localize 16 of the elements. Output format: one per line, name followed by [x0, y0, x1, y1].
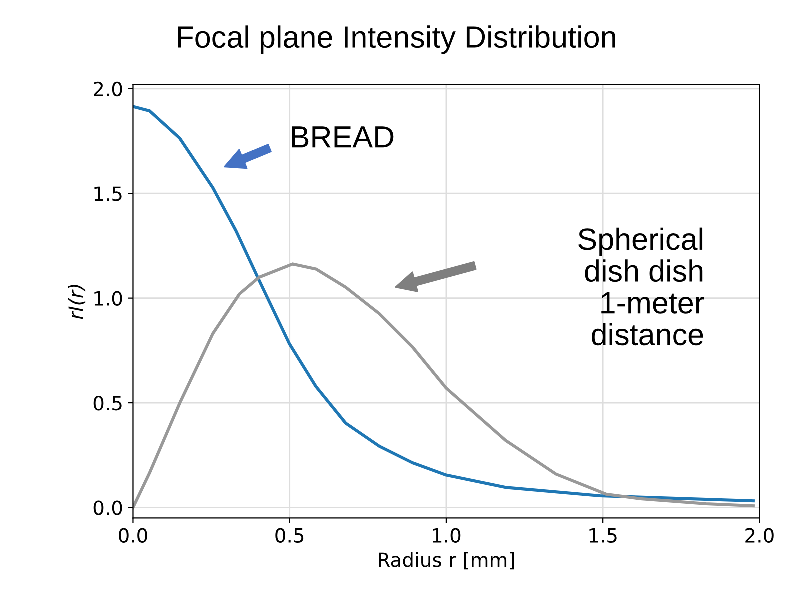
annotation: BREAD	[292, 126, 394, 148]
y-tick-label: 2.0	[94, 82, 122, 97]
y-tick-label: 0.0	[94, 500, 122, 516]
y-axis-title: rI(r)	[68, 285, 86, 320]
x-tick-label: 0.0	[119, 528, 148, 543]
chart-title: Focal plane Intensity Distribution	[178, 26, 616, 54]
x-tick-label: 1.0	[433, 528, 461, 543]
y-tick-label: 1.0	[94, 291, 122, 306]
x-tick-label: 1.5	[590, 528, 617, 543]
x-tick-label: 2.0	[746, 528, 774, 543]
y-tick-label: 0.5	[94, 396, 122, 411]
y-tick-label: 1.5	[94, 186, 122, 202]
annotation: Spherical dish dish 1-meter distance	[578, 228, 704, 346]
line-series	[133, 105, 755, 503]
x-axis-title: Radius r [mm]	[379, 552, 514, 570]
x-tick-label: 0.5	[276, 528, 304, 543]
